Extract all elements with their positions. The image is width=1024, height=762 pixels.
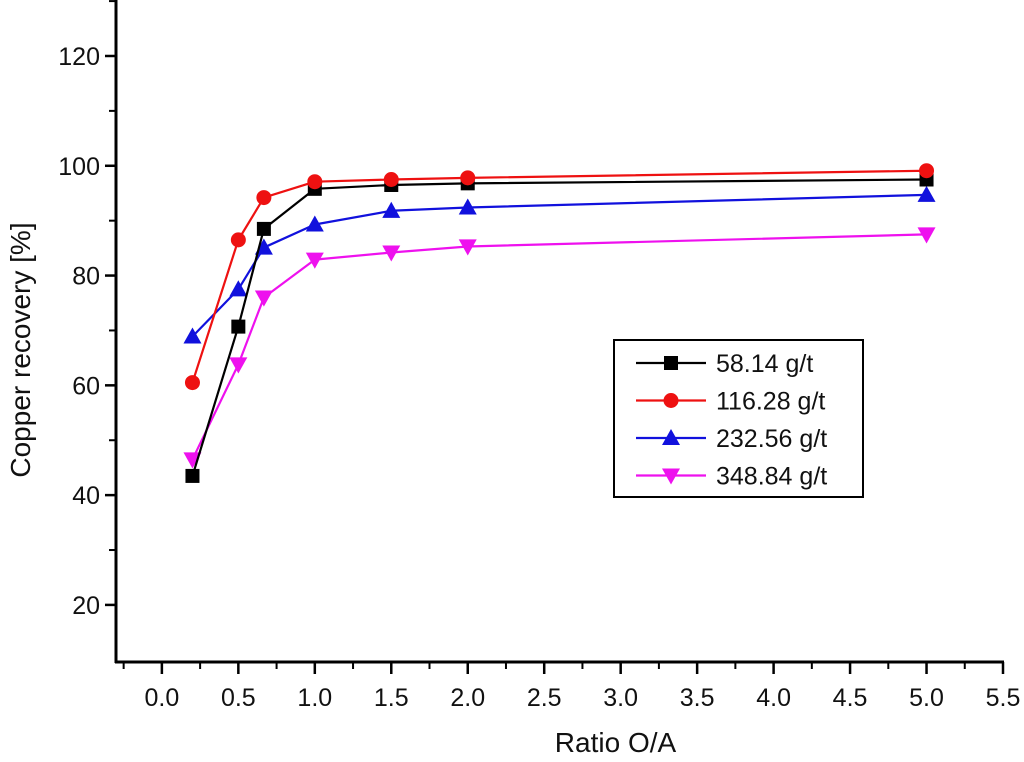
y-tick-label: 40 (72, 482, 100, 510)
axes: 0.0 0.5 1.0 1.5 2.0 2.5 3.0 3.5 4.0 4.5 5.0 5.5 20 40… (58, 0, 1020, 712)
x-tick-label: 0.0 (144, 684, 179, 712)
marker-square (185, 468, 200, 483)
y-tick-label: 120 (58, 43, 100, 71)
legend-item: 348.84 g/t (636, 463, 827, 491)
series-line (191, 193, 927, 338)
marker-square (256, 221, 271, 236)
legend-label: 348.84 g/t (716, 463, 827, 491)
legend-label: 58.14 g/t (716, 350, 813, 378)
x-tick-label: 3.0 (603, 684, 638, 712)
marker-square (231, 319, 246, 334)
marker-triangle-up (662, 428, 680, 446)
marker-triangle-down (229, 357, 248, 374)
marker-square (664, 356, 678, 370)
x-tick-label: 1.0 (297, 684, 332, 712)
marker-triangle-down (662, 468, 680, 485)
marker-circle (184, 375, 200, 391)
marker-triangle-down (917, 227, 936, 244)
legend-label: 232.56 g/t (716, 425, 827, 453)
legend-item: 58.14 g/t (636, 350, 813, 378)
marker-triangle-down (254, 290, 273, 307)
y-tick-label: 100 (58, 153, 100, 181)
marker-circle (256, 190, 272, 206)
marker-triangle-up (917, 185, 936, 202)
marker-triangle-up (183, 327, 202, 344)
legend-item: 116.28 g/t (636, 388, 825, 416)
marker-circle (230, 232, 246, 248)
x-tick-label: 2.5 (527, 684, 562, 712)
marker-triangle-up (254, 238, 273, 255)
y-tick-label: 20 (72, 592, 100, 620)
legend-box (613, 339, 864, 498)
marker-triangle-down (382, 245, 401, 262)
marker-circle (383, 171, 399, 187)
marker-circle (460, 170, 476, 186)
marker-triangle-up (305, 215, 324, 232)
x-tick-label: 1.5 (374, 684, 409, 712)
marker-circle (919, 163, 935, 179)
marker-circle (307, 174, 323, 190)
y-tick-label: 80 (72, 263, 100, 291)
marker-triangle-down (305, 252, 324, 269)
marker-triangle-down (458, 239, 477, 256)
x-tick-label: 0.5 (221, 684, 256, 712)
marker-triangle-up (458, 198, 477, 215)
marker-circle (663, 393, 679, 408)
legend-item: 232.56 g/t (636, 425, 827, 453)
series-116-28-g-t (184, 163, 935, 391)
x-tick-label: 4.0 (756, 684, 791, 712)
x-tick-label: 4.5 (833, 684, 868, 712)
x-tick-label: 2.0 (450, 684, 485, 712)
x-tick-label: 3.5 (680, 684, 715, 712)
series-232-56-g-t (183, 185, 936, 344)
marker-triangle-up (229, 280, 248, 297)
y-tick-label: 60 (72, 372, 100, 400)
series-layer (183, 163, 936, 483)
y-axis-title: Copper recovery [%] (5, 222, 36, 477)
x-tick-label: 5.0 (909, 684, 944, 712)
marker-triangle-down (183, 452, 202, 469)
series-348-84-g-t (183, 227, 936, 469)
legend: 58.14 g/t 116.28 g/t 232.56 g/t 348.84 g/t (613, 339, 864, 498)
legend-label: 116.28 g/t (716, 388, 825, 416)
x-axis-title: Ratio O/A (555, 727, 677, 758)
x-tick-label: 5.5 (986, 684, 1021, 712)
marker-triangle-up (382, 201, 401, 218)
